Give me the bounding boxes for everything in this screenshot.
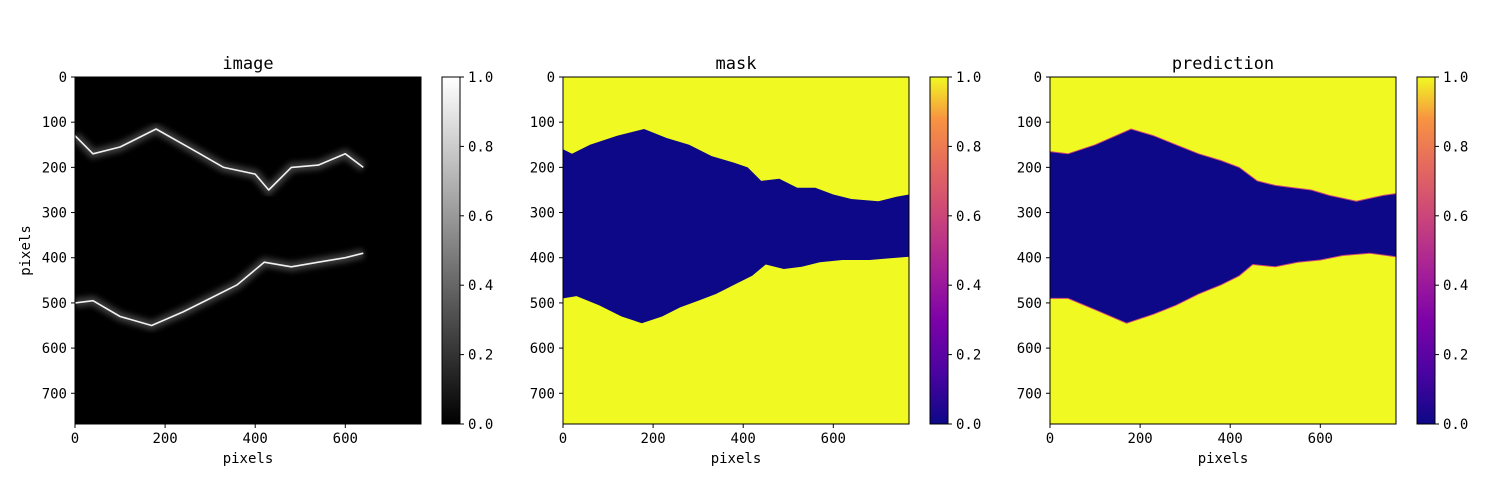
axes-frame bbox=[562, 76, 910, 425]
y-tick-label: 0 bbox=[1034, 70, 1042, 86]
colorbar-tick-label: 0.2 bbox=[956, 348, 981, 364]
plot-area bbox=[563, 77, 909, 424]
x-tick-label: 600 bbox=[821, 431, 846, 447]
x-tick-label: 0 bbox=[71, 431, 79, 447]
edge-line-lower bbox=[75, 252, 364, 327]
x-tick-label: 600 bbox=[1308, 431, 1333, 447]
panel-title: image bbox=[222, 54, 273, 74]
panel-prediction: prediction 0 200 400 600 0 100 200 300 400 500 600 7… bbox=[1017, 54, 1469, 467]
plot-area bbox=[75, 77, 421, 424]
y-tick-label: 700 bbox=[42, 386, 67, 402]
y-tick-label: 600 bbox=[42, 341, 67, 357]
colorbar bbox=[929, 76, 949, 425]
colorbar-tick-label: 0.8 bbox=[1443, 139, 1468, 155]
y-tick-label: 700 bbox=[530, 386, 555, 402]
x-tick-label: 400 bbox=[731, 431, 756, 447]
y-tick-label: 400 bbox=[1017, 251, 1042, 267]
y-tick-label: 500 bbox=[42, 296, 67, 312]
axes-frame bbox=[74, 76, 422, 425]
x-tick-label: 0 bbox=[1046, 431, 1054, 447]
colorbar bbox=[1416, 76, 1436, 425]
plot-area bbox=[1050, 77, 1396, 424]
x-tick-label: 400 bbox=[1218, 431, 1243, 447]
y-tick-label: 200 bbox=[1017, 160, 1042, 176]
colorbar-tick-label: 0.2 bbox=[468, 348, 493, 364]
x-tick-label: 0 bbox=[559, 431, 567, 447]
colorbar-tick-label: 0.4 bbox=[1443, 278, 1468, 294]
y-tick-label: 600 bbox=[530, 341, 555, 357]
colorbar-tick-label: 0.0 bbox=[1443, 417, 1468, 433]
x-axis-label: pixels bbox=[711, 451, 762, 467]
panel-title: prediction bbox=[1172, 54, 1274, 74]
y-tick-label: 500 bbox=[1017, 296, 1042, 312]
y-tick-label: 100 bbox=[530, 115, 555, 131]
image-background bbox=[75, 77, 421, 424]
edge-line-upper bbox=[75, 128, 364, 191]
y-tick-label: 100 bbox=[1017, 115, 1042, 131]
x-axis-label: pixels bbox=[1198, 451, 1249, 467]
y-axis-label: pixels bbox=[18, 225, 34, 276]
region-polygon bbox=[563, 129, 909, 324]
colorbar bbox=[441, 76, 461, 425]
y-tick-label: 0 bbox=[59, 70, 67, 86]
x-tick-label: 200 bbox=[640, 431, 665, 447]
y-tick-label: 200 bbox=[530, 160, 555, 176]
y-tick-label: 600 bbox=[1017, 341, 1042, 357]
y-tick-label: 400 bbox=[42, 251, 67, 267]
panel-image: image 0 200 400 600 0 100 200 300 400 500 600 700 pix… bbox=[18, 54, 493, 467]
colorbar-tick-label: 1.0 bbox=[956, 70, 981, 86]
colorbar-tick-label: 0.6 bbox=[956, 209, 981, 225]
axes-frame bbox=[1049, 76, 1397, 425]
colorbar-tick-label: 0.4 bbox=[468, 278, 493, 294]
colorbar-tick-label: 0.0 bbox=[956, 417, 981, 433]
x-tick-label: 200 bbox=[152, 431, 177, 447]
y-tick-label: 300 bbox=[42, 206, 67, 222]
colorbar-tick-label: 1.0 bbox=[468, 70, 493, 86]
colorbar-tick-label: 0.8 bbox=[468, 139, 493, 155]
y-tick-label: 200 bbox=[42, 160, 67, 176]
colorbar-tick-label: 0.6 bbox=[468, 209, 493, 225]
colorbar-tick-label: 0.2 bbox=[1443, 348, 1468, 364]
y-tick-label: 300 bbox=[1017, 206, 1042, 222]
colorbar-tick-label: 0.4 bbox=[956, 278, 981, 294]
y-tick-label: 0 bbox=[547, 70, 555, 86]
y-tick-label: 300 bbox=[530, 206, 555, 222]
colorbar-tick-label: 0.6 bbox=[1443, 209, 1468, 225]
x-tick-label: 200 bbox=[1127, 431, 1152, 447]
colorbar-tick-label: 1.0 bbox=[1443, 70, 1468, 86]
panel-title: mask bbox=[716, 54, 757, 74]
colorbar-tick-label: 0.8 bbox=[956, 139, 981, 155]
panel-mask: mask 0 200 400 600 0 100 200 300 400 500 600 700 pixe… bbox=[530, 54, 982, 467]
x-tick-label: 400 bbox=[243, 431, 268, 447]
y-tick-label: 700 bbox=[1017, 386, 1042, 402]
y-tick-label: 500 bbox=[530, 296, 555, 312]
y-tick-label: 400 bbox=[530, 251, 555, 267]
region-polygon bbox=[1050, 128, 1396, 324]
x-tick-label: 600 bbox=[333, 431, 358, 447]
y-tick-label: 100 bbox=[42, 115, 67, 131]
colorbar-tick-label: 0.0 bbox=[468, 417, 493, 433]
x-axis-label: pixels bbox=[223, 451, 274, 467]
